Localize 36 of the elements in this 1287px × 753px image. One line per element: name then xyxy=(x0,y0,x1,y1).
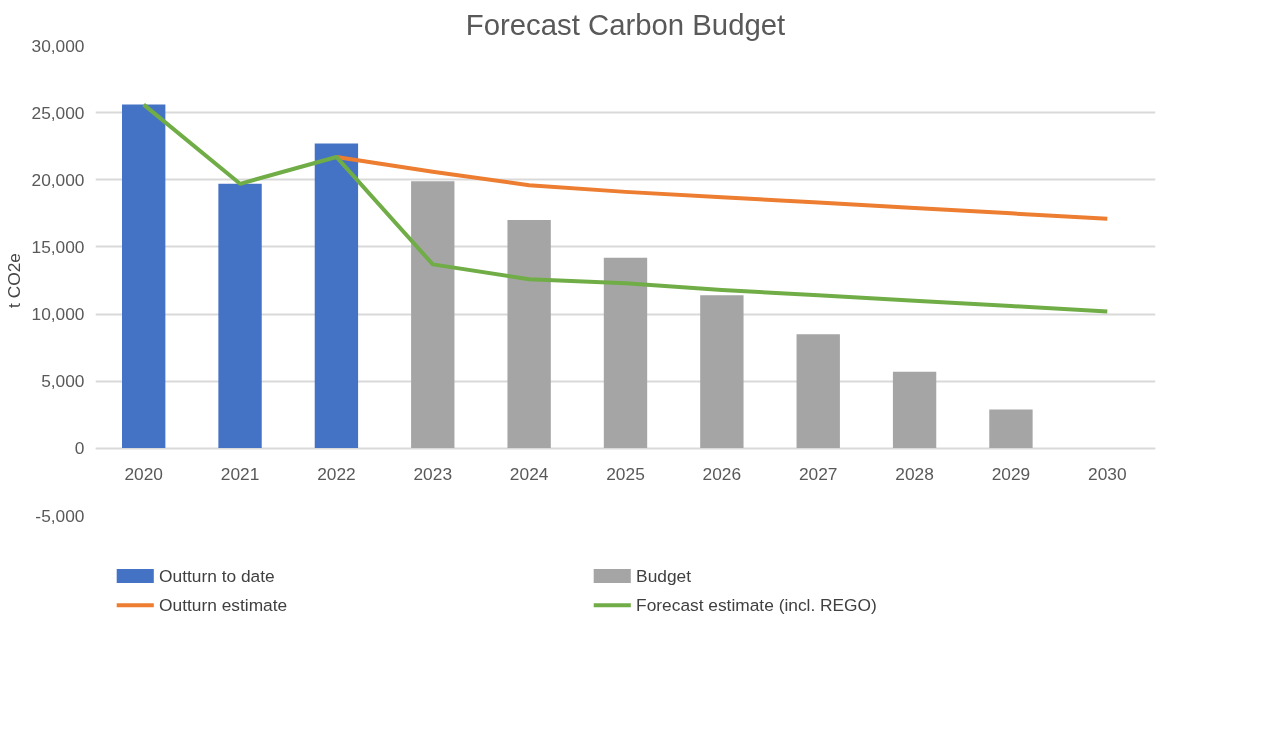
x-tick-label: 2024 xyxy=(509,464,549,485)
y-tick-label: 5,000 xyxy=(41,371,85,392)
bar xyxy=(411,181,455,449)
bar xyxy=(218,183,262,449)
y-tick-label: 20,000 xyxy=(31,169,85,190)
legend-label: Outturn to date xyxy=(159,565,275,586)
y-tick-label: 15,000 xyxy=(31,236,85,257)
y-tick-label: 25,000 xyxy=(31,102,85,123)
legend-label: Budget xyxy=(636,565,692,586)
x-tick-label: 2026 xyxy=(702,464,742,485)
x-tick-label: 2029 xyxy=(991,464,1031,485)
chart-title: Forecast Carbon Budget xyxy=(465,7,786,41)
bar xyxy=(700,295,744,449)
y-tick-label: -5,000 xyxy=(35,505,85,526)
x-tick-label: 2028 xyxy=(895,464,934,485)
x-tick-label: 2022 xyxy=(317,464,356,485)
bar xyxy=(989,409,1033,449)
x-tick-label: 2025 xyxy=(606,464,645,485)
bar xyxy=(796,334,840,449)
bar xyxy=(507,220,551,449)
legend-label: Outturn estimate xyxy=(159,595,288,616)
y-tick-label: 30,000 xyxy=(31,35,85,56)
line-series xyxy=(141,102,1110,314)
x-tick-label: 2027 xyxy=(798,464,838,485)
x-tick-label: 2021 xyxy=(220,464,260,485)
y-tick-label: 0 xyxy=(74,438,85,459)
bar xyxy=(603,257,648,449)
y-tick-label: 10,000 xyxy=(31,304,85,325)
x-tick-label: 2030 xyxy=(1088,464,1127,485)
y-axis-title: t CO2e xyxy=(3,253,24,308)
x-tick-label: 2020 xyxy=(124,464,163,485)
bar xyxy=(314,143,359,449)
bar xyxy=(122,104,166,449)
bar xyxy=(892,371,937,449)
x-tick-label: 2023 xyxy=(413,464,453,485)
legend-label: Forecast estimate (incl. REGO) xyxy=(636,595,877,616)
